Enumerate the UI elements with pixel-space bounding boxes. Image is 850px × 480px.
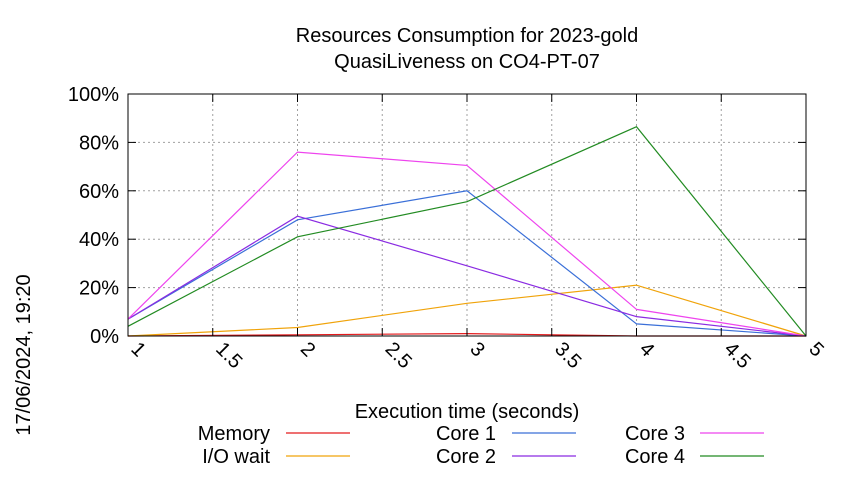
series-line-core-4 — [127, 125, 807, 337]
legend-label-core-4: Core 4 — [625, 446, 685, 468]
x-tick-label: 2 — [296, 338, 319, 361]
y-tick-label: 80% — [79, 132, 119, 154]
y-tick-label: 20% — [79, 278, 119, 300]
legend-label-core-1: Core 1 — [436, 423, 496, 445]
y-tick-label: 0% — [90, 326, 119, 348]
x-tick-label: 5 — [804, 338, 827, 361]
legend-label-core-3: Core 3 — [625, 423, 685, 445]
x-tick-label: 3 — [465, 338, 488, 361]
legend-label-memory: Memory — [198, 423, 270, 445]
x-tick-label: 4 — [635, 338, 658, 361]
x-tick-label: 1 — [126, 338, 149, 361]
x-axis-label: Execution time (seconds) — [355, 401, 580, 423]
series-line-core-3 — [127, 151, 807, 337]
grid-layer — [128, 94, 806, 336]
y-tick-label: 40% — [79, 229, 119, 251]
y-tick-label: 100% — [68, 84, 119, 106]
x-tick-label: 2.5 — [381, 338, 416, 373]
series-line-core-1 — [127, 190, 807, 337]
legend-label-core-2: Core 2 — [436, 446, 496, 468]
chart-subtitle: QuasiLiveness on CO4-PT-07 — [334, 51, 600, 73]
series-line-core-2 — [127, 215, 807, 337]
x-tick-label: 1.5 — [211, 338, 246, 373]
series-line-i-o-wait — [127, 284, 807, 337]
y-tick-label: 60% — [79, 181, 119, 203]
chart-title: Resources Consumption for 2023-gold — [296, 25, 638, 47]
x-tick-label: 4.5 — [720, 338, 755, 373]
series-layer — [127, 125, 807, 337]
legend-label-i-o-wait: I/O wait — [202, 446, 270, 468]
x-tick-label: 3.5 — [550, 338, 585, 373]
side-timestamp: 17/06/2024, 19:20 — [13, 274, 35, 435]
